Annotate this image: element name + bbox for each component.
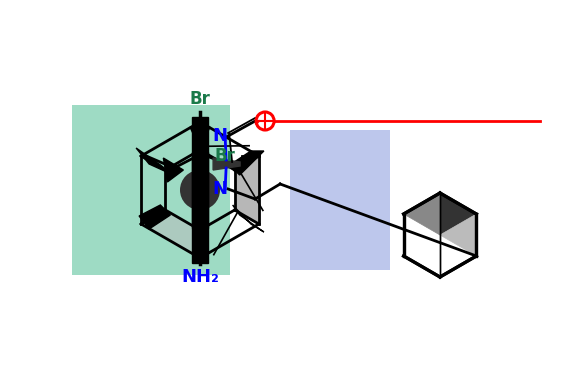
Polygon shape (440, 214, 476, 256)
Polygon shape (139, 205, 170, 229)
Text: Br: Br (214, 147, 235, 165)
Polygon shape (233, 205, 264, 232)
Polygon shape (190, 127, 210, 140)
Polygon shape (72, 105, 230, 275)
Polygon shape (192, 117, 208, 228)
Polygon shape (290, 130, 390, 270)
Polygon shape (213, 158, 240, 170)
Polygon shape (192, 152, 208, 263)
Text: Br: Br (190, 90, 210, 108)
Polygon shape (404, 193, 440, 235)
Polygon shape (141, 210, 200, 258)
Text: N: N (213, 180, 228, 198)
Polygon shape (234, 156, 259, 224)
Polygon shape (136, 148, 173, 175)
Text: N: N (213, 127, 228, 145)
Circle shape (180, 170, 220, 210)
Polygon shape (230, 151, 264, 175)
Polygon shape (440, 193, 476, 235)
Polygon shape (164, 158, 183, 182)
Text: NH₂: NH₂ (181, 268, 219, 286)
